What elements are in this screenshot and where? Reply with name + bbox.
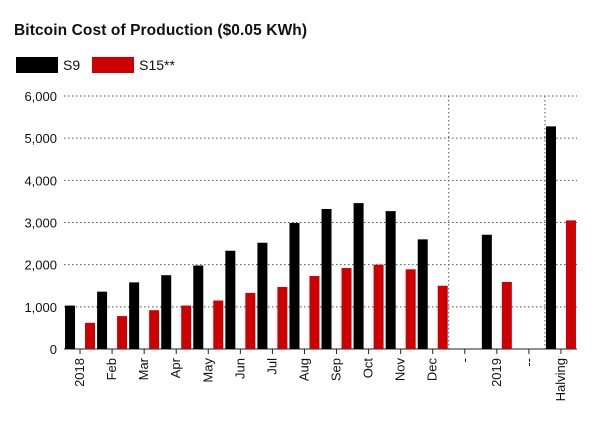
legend: S9 S15** (16, 57, 187, 73)
legend-label-s9: S9 (63, 57, 81, 73)
bar-s15 (117, 316, 128, 349)
x-tick-label: Jun (232, 358, 247, 379)
bar-s9 (289, 222, 300, 349)
legend-label-s15: S15** (139, 57, 175, 73)
x-tick-label: Aug (296, 358, 311, 381)
legend-swatch-s15 (92, 57, 135, 73)
y-tick-label: 6,000 (24, 89, 57, 104)
x-tick-label: Dec (425, 358, 440, 382)
y-tick-label: 1,000 (24, 300, 57, 315)
x-tick-label: -- (521, 358, 536, 367)
y-tick-label: 2,000 (24, 258, 57, 273)
bar-s15 (341, 268, 352, 349)
bar-s9 (129, 282, 140, 349)
bar-s15 (405, 269, 416, 349)
x-tick-label: Feb (104, 358, 119, 380)
x-tick-label: 2018 (72, 358, 87, 387)
x-tick-label: Nov (393, 358, 408, 382)
bar-s9 (65, 305, 76, 349)
bar-s15 (85, 322, 96, 349)
bar-s9 (321, 209, 332, 349)
bar-s15 (501, 281, 512, 349)
y-tick-label: 3,000 (24, 216, 57, 231)
x-tick-label: Mar (136, 357, 151, 380)
bar-s15 (437, 285, 448, 349)
x-tick-label: Oct (361, 358, 376, 379)
bar-s9 (225, 250, 236, 349)
x-tick-label: - (457, 358, 472, 362)
bar-s15 (277, 287, 288, 349)
bar-s15 (149, 310, 160, 349)
bar-s9 (385, 211, 396, 349)
x-tick-label: Apr (168, 357, 183, 378)
x-tick-label: Halving (553, 358, 568, 401)
bar-s15 (213, 300, 224, 349)
x-tick-label: Jul (264, 358, 279, 375)
x-tick-label: Sep (329, 358, 344, 381)
bar-s15 (245, 292, 256, 349)
bar-s15 (565, 220, 576, 349)
bar-s9 (257, 242, 268, 349)
x-tick-label: 2019 (489, 358, 504, 387)
bar-s9 (481, 234, 492, 349)
chart-title: Bitcoin Cost of Production ($0.05 KWh) (14, 22, 308, 39)
y-tick-label: 4,000 (24, 173, 57, 188)
bar-s9 (545, 126, 556, 349)
legend-swatch-s9 (16, 57, 58, 73)
bar-s9 (417, 239, 428, 349)
y-tick-label: 5,000 (24, 131, 57, 146)
bar-s15 (373, 264, 384, 349)
bar-s9 (193, 265, 204, 349)
bar-s9 (97, 291, 108, 349)
bar-s9 (353, 203, 364, 349)
legend-item-s9: S9 (16, 57, 80, 73)
legend-item-s15: S15** (92, 57, 175, 73)
y-tick-label: 0 (50, 342, 57, 357)
bar-s9 (161, 275, 172, 349)
x-tick-label: May (200, 358, 215, 383)
bar-s15 (181, 305, 192, 349)
bar-s15 (309, 276, 320, 349)
